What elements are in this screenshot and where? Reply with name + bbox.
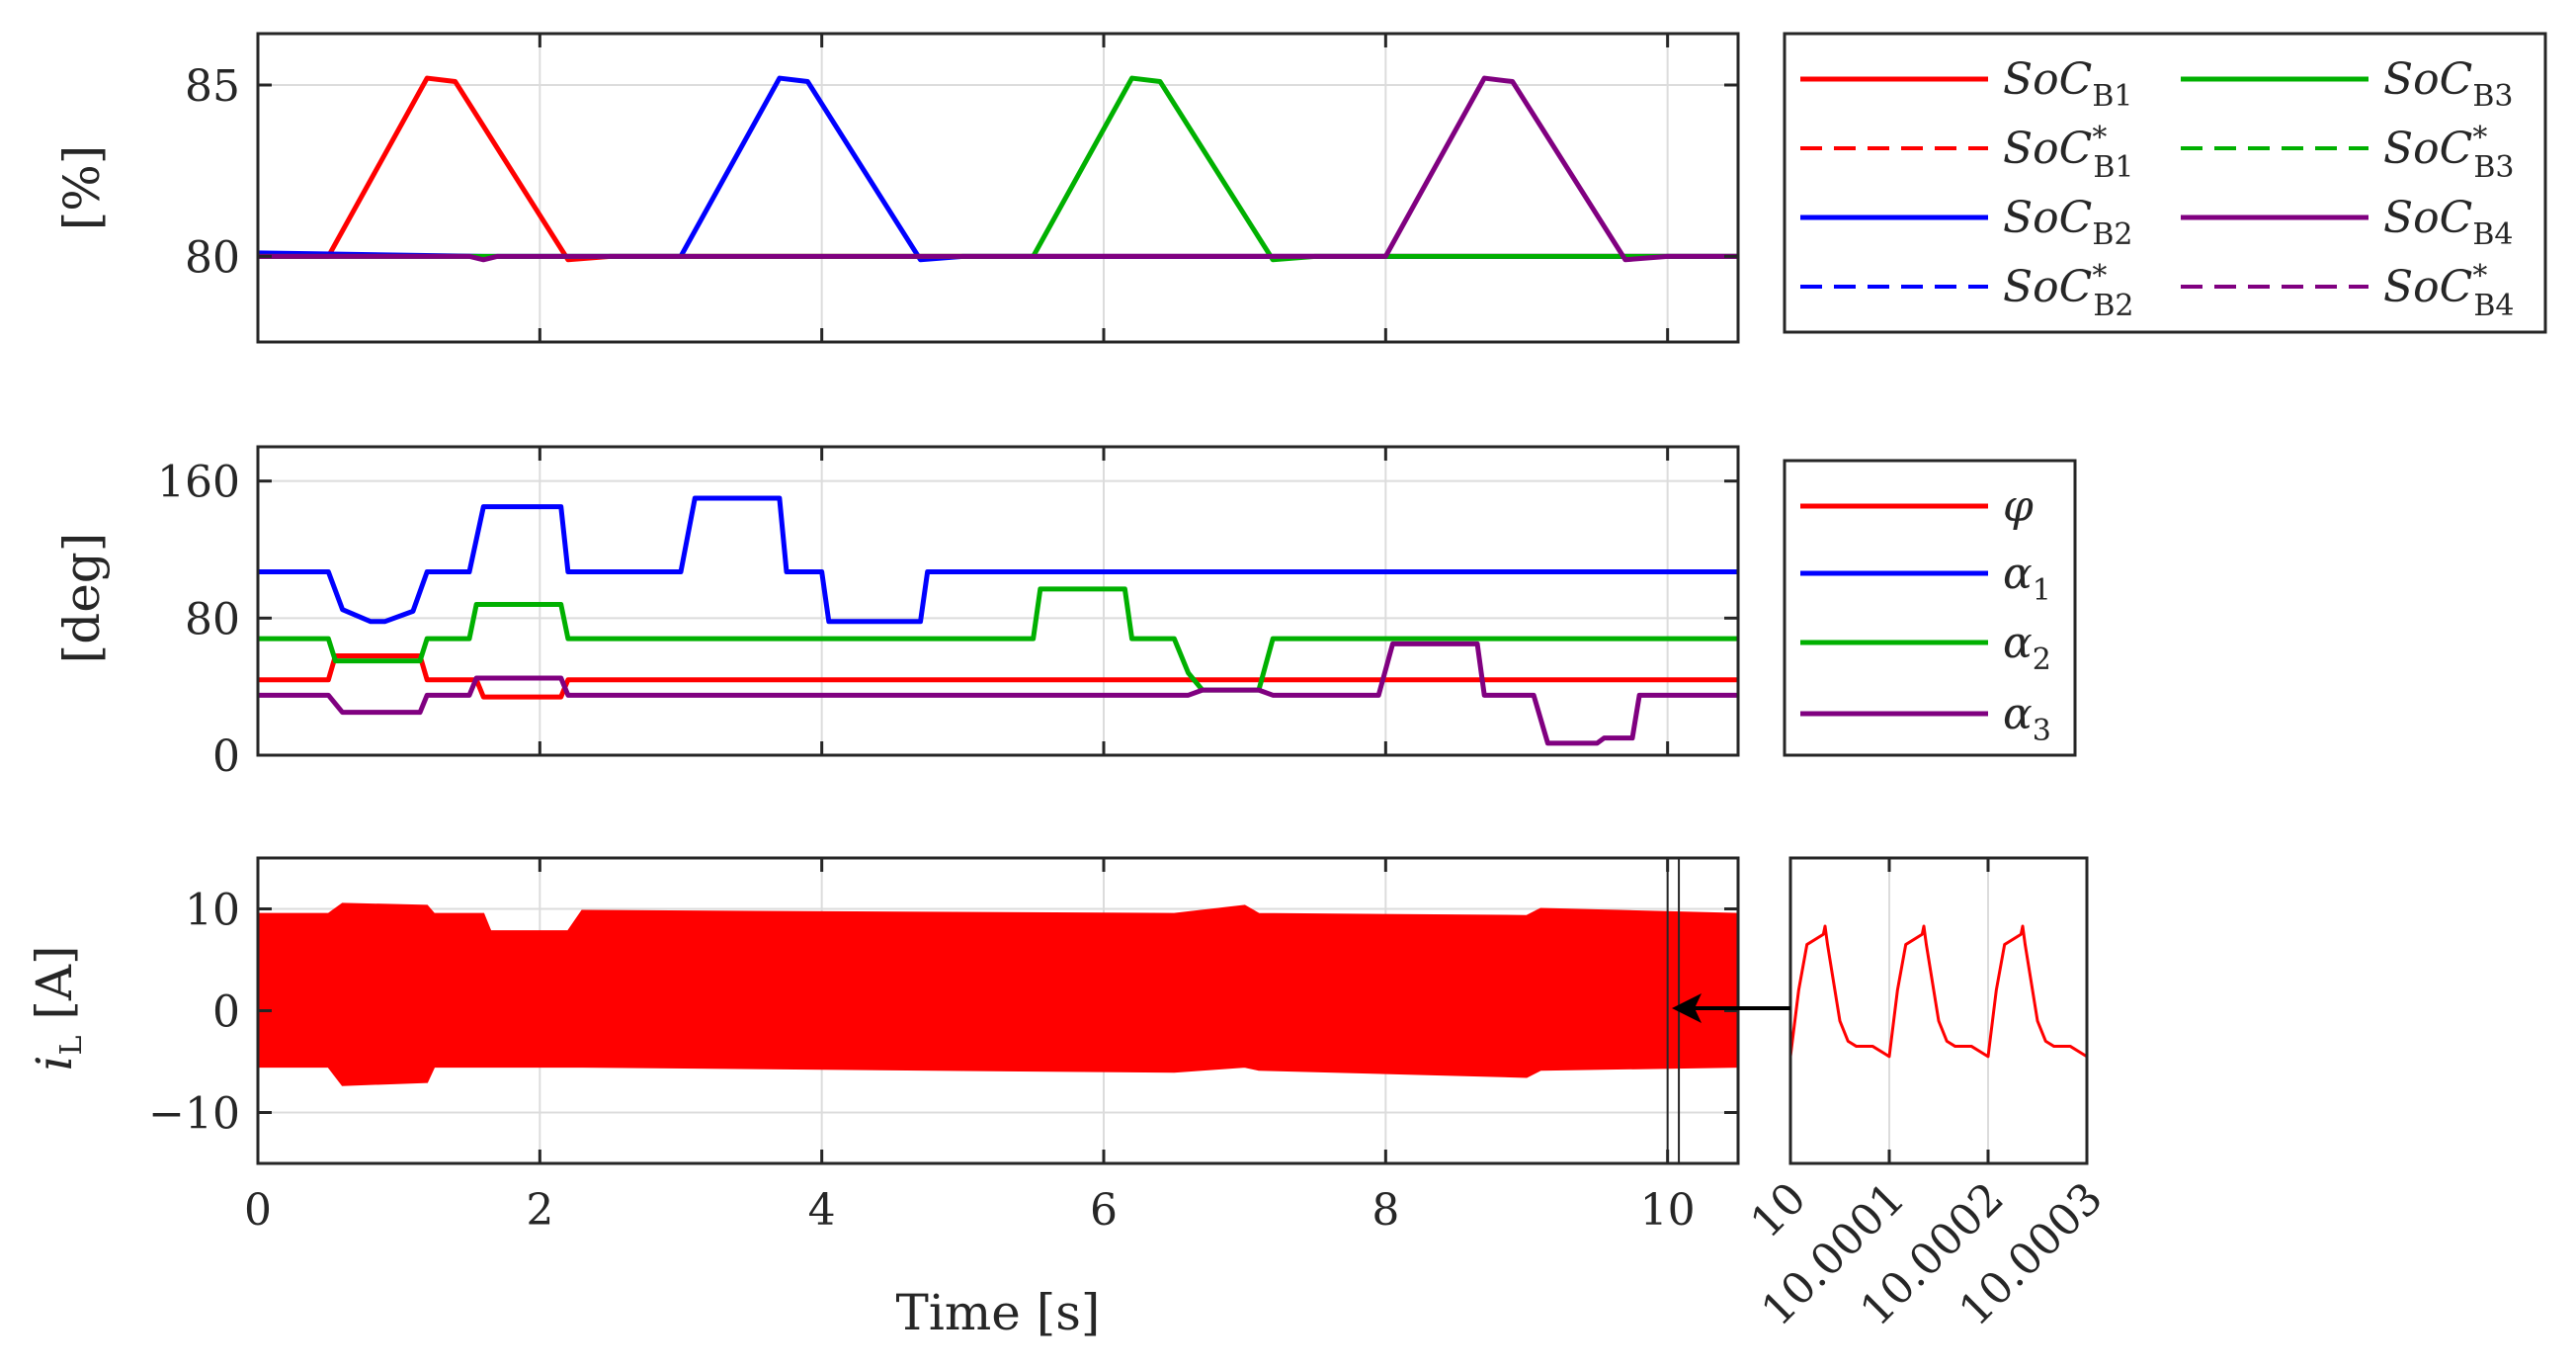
current-series	[257, 858, 1739, 1163]
angle-ticks: 0 80 160	[157, 447, 1738, 782]
soc-series	[257, 75, 1738, 263]
y-tick-label: 160	[157, 458, 240, 508]
legend-label: α2	[2003, 618, 2051, 677]
current-ylabel: iL [A]	[26, 946, 89, 1071]
zoom-arrow	[1672, 993, 1790, 1023]
soc-panel: 80 85 [%]	[53, 32, 1740, 344]
angle-axes-frame	[256, 445, 1740, 757]
legend-label: SoC* B2	[2003, 259, 2133, 323]
series-line	[258, 75, 1738, 263]
x-axis-label: Time [s]	[896, 1284, 1101, 1341]
soc-legend-frame	[1783, 32, 2547, 334]
legend-label: φ	[2003, 481, 2034, 532]
legend-label: α1	[2003, 549, 2051, 608]
legend-label: SoCB3	[2383, 54, 2513, 114]
legend-label: α3	[2003, 689, 2051, 748]
soc-ticks: 80 85	[185, 34, 1738, 342]
x-tick-label: 2	[526, 1185, 553, 1236]
legend-label: SoC* B3	[2383, 121, 2514, 185]
y-tick-label: 0	[212, 731, 240, 782]
series-line	[258, 76, 1738, 262]
soc-ylabel: [%]	[53, 145, 111, 231]
series-line	[258, 586, 1738, 693]
angle-legend: φ α1 α2 α3	[1783, 459, 2077, 757]
y-tick-label: 80	[185, 594, 240, 644]
soc-grid	[257, 34, 1738, 342]
x-tick-label: 6	[1090, 1185, 1118, 1236]
zoom-arrow-head	[1672, 993, 1702, 1023]
legend-label: SoC* B4	[2383, 259, 2514, 323]
soc-legend: SoCB1 SoC* B1 SoCB2 SoC* B2 SoCB3 SoC* B3 SoCB4 So…	[1783, 32, 2547, 334]
y-tick-label: −10	[148, 1089, 240, 1140]
y-tick-label: 10	[185, 886, 240, 936]
angle-grid	[257, 447, 1738, 756]
current-envelope	[257, 902, 1739, 1086]
series-line	[258, 76, 1738, 262]
zoom-grid	[1789, 858, 2088, 1163]
series-line	[258, 75, 1738, 263]
legend-label: SoCB2	[2003, 193, 2132, 252]
series-line	[1788, 924, 2088, 1059]
zoom-series	[1788, 924, 2088, 1059]
angle-panel: 0 80 160 [deg]	[53, 445, 1740, 782]
x-tick-label: 8	[1371, 1185, 1399, 1236]
angle-legend-frame	[1783, 459, 2077, 757]
x-tick-label: 4	[808, 1185, 836, 1236]
angle-series	[258, 495, 1738, 746]
series-line	[258, 76, 1738, 262]
y-tick-label: 85	[185, 61, 240, 112]
series-line	[258, 495, 1738, 625]
legend-label: SoCB1	[2003, 54, 2132, 114]
legend-label: SoC* B1	[2003, 121, 2133, 185]
legend-label: SoCB4	[2383, 193, 2513, 252]
series-line	[258, 641, 1738, 746]
zoom-axes-frame	[1788, 856, 2089, 1165]
x-tick-label: 0	[244, 1185, 272, 1236]
series-line	[257, 75, 1738, 263]
series-line	[257, 76, 1738, 262]
series-line	[258, 75, 1738, 263]
angle-ylabel: [deg]	[53, 533, 111, 664]
current-ylabel-text: iL [A]	[26, 946, 89, 1071]
soc-axes-frame	[256, 32, 1740, 344]
x-tick-label: 10	[1741, 1173, 1816, 1248]
x-tick-label: 10	[1640, 1185, 1696, 1236]
y-tick-label: 0	[212, 987, 240, 1038]
y-tick-label: 80	[185, 232, 240, 283]
